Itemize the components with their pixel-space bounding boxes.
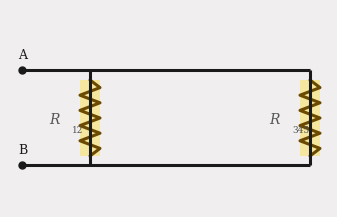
Bar xyxy=(80,80,100,156)
Text: 345: 345 xyxy=(292,126,309,135)
Text: 12: 12 xyxy=(72,126,83,135)
Text: R: R xyxy=(270,113,280,127)
Text: R: R xyxy=(50,113,60,127)
Bar xyxy=(300,80,320,156)
Text: B: B xyxy=(18,144,27,157)
Text: A: A xyxy=(18,49,27,62)
